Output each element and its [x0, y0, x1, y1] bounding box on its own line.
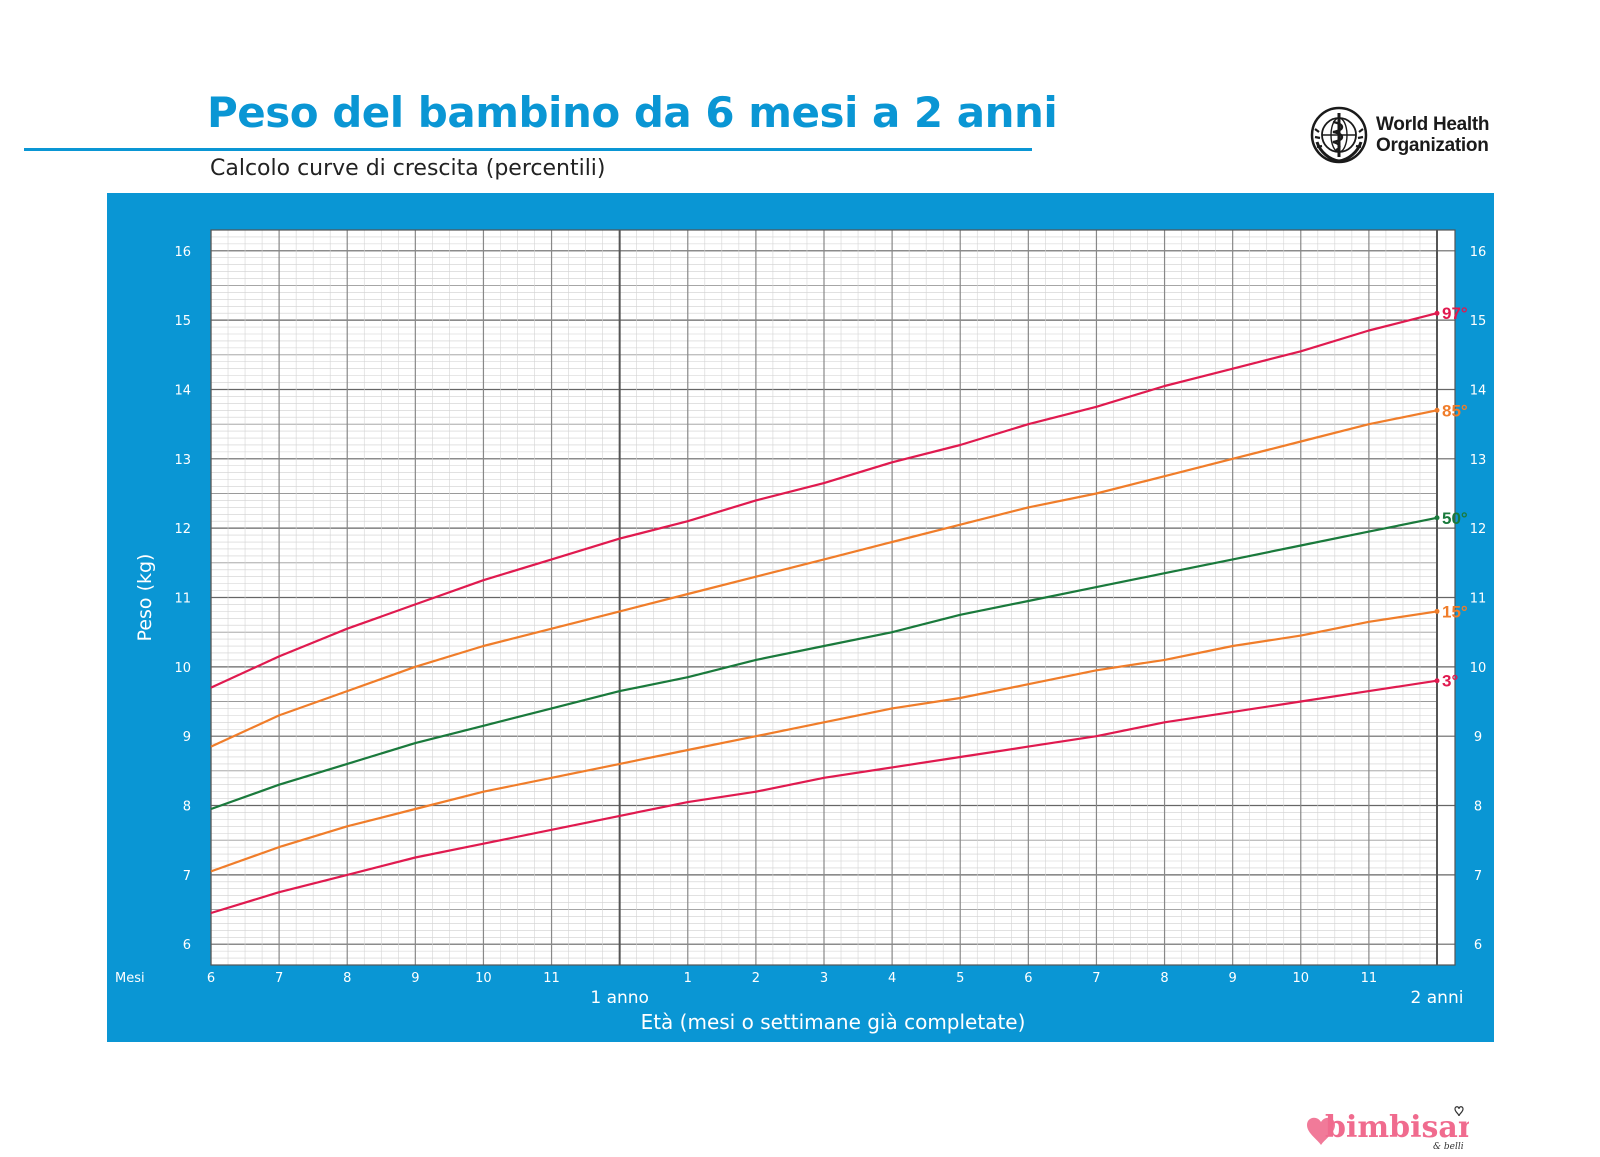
- y-tick-label-right: 12: [1470, 522, 1487, 537]
- x-tick-label: 10: [475, 971, 492, 986]
- y-tick-label-left: 6: [183, 938, 191, 953]
- y-tick-label-right: 6: [1474, 938, 1482, 953]
- y-tick-label-right: 9: [1474, 730, 1482, 745]
- y-tick-label-right: 16: [1470, 245, 1487, 260]
- y-tick-label-left: 8: [183, 800, 191, 815]
- percentile-end-point-4: [1434, 678, 1440, 684]
- y-tick-label-left: 7: [183, 869, 191, 884]
- x-tick-label: 8: [1160, 971, 1168, 986]
- y-tick-label-left: 15: [174, 314, 191, 329]
- page-title: Peso del bambino da 6 mesi a 2 anni: [207, 88, 1058, 137]
- x-unit-label: Mesi: [115, 971, 145, 986]
- x-milestone-label: 1 anno: [590, 988, 649, 1008]
- who-logo-text: World Health Organization: [1376, 114, 1490, 156]
- x-tick-label: 8: [343, 971, 351, 986]
- y-tick-label-left: 9: [183, 730, 191, 745]
- y-tick-label-right: 15: [1470, 314, 1487, 329]
- x-tick-label: 5: [956, 971, 964, 986]
- percentile-label-3: 15°: [1442, 602, 1468, 621]
- y-tick-label-right: 8: [1474, 800, 1482, 815]
- who-logo-line-1: World Health: [1376, 114, 1490, 135]
- who-logo-line-2: Organization: [1376, 135, 1489, 156]
- y-tick-label-right: 13: [1470, 453, 1487, 468]
- y-tick-label-right: 14: [1470, 383, 1487, 398]
- who-emblem-icon: [1308, 104, 1370, 170]
- bimbisani-watermark: bimbisani & belli: [1299, 1103, 1491, 1153]
- x-tick-label: 1: [684, 971, 692, 986]
- x-tick-label: 11: [1361, 971, 1378, 986]
- percentile-curves: 97° 85° 50° 15° 3°: [210, 304, 1468, 915]
- x-tick-label: 6: [1024, 971, 1032, 986]
- x-tick-label: 7: [275, 971, 283, 986]
- x-tick-label: 3: [820, 971, 828, 986]
- x-tick-label: 9: [411, 971, 419, 986]
- y-tick-label-left: 16: [174, 245, 191, 260]
- y-tick-label-right: 11: [1470, 592, 1487, 607]
- chart-panel: 97° 85° 50° 15° 3° 6 6 7 7 8 8 9 9 10 10 11 11 12 12 13 13 1…: [107, 193, 1494, 1152]
- percentile-end-point-3: [1434, 608, 1440, 614]
- watermark-subtext: & belli: [1433, 1142, 1464, 1152]
- percentile-label-2: 50°: [1442, 509, 1468, 528]
- x-tick-label: 4: [888, 971, 896, 986]
- x-tick-label: 2: [752, 971, 760, 986]
- percentile-curve-3: [210, 610, 1438, 873]
- percentile-curve-1: [210, 409, 1438, 748]
- y-tick-label-left: 14: [174, 383, 191, 398]
- y-tick-label-left: 11: [174, 592, 191, 607]
- percentile-end-point-2: [1434, 515, 1440, 521]
- percentile-curve-0: [210, 312, 1438, 689]
- x-tick-label: 7: [1092, 971, 1100, 986]
- x-axis-title: Età (mesi o settimane già completate): [641, 1010, 1026, 1034]
- watermark-text: bimbisani: [1325, 1110, 1469, 1145]
- x-tick-label: 6: [207, 971, 215, 986]
- percentile-end-point-1: [1434, 407, 1440, 413]
- x-tick-label: 11: [543, 971, 560, 986]
- y-tick-label-left: 12: [174, 522, 191, 537]
- y-tick-label-left: 10: [174, 661, 191, 676]
- x-tick-label: 10: [1293, 971, 1310, 986]
- percentile-label-1: 85°: [1442, 401, 1468, 420]
- plot-border: [210, 229, 1456, 966]
- y-axis-title: Peso (kg): [134, 554, 156, 642]
- percentile-end-point-0: [1434, 310, 1440, 316]
- grid: [210, 229, 1456, 966]
- percentile-curve-4: [210, 679, 1438, 915]
- y-tick-label-left: 13: [174, 453, 191, 468]
- small-heart-icon: [1454, 1106, 1464, 1117]
- title-divider: [24, 148, 1032, 151]
- percentile-label-4: 3°: [1442, 672, 1458, 691]
- percentile-label-0: 97°: [1442, 304, 1468, 323]
- y-tick-label-right: 10: [1470, 661, 1487, 676]
- x-tick-label: 9: [1229, 971, 1237, 986]
- percentile-curve-2: [210, 516, 1438, 811]
- y-tick-label-right: 7: [1474, 869, 1482, 884]
- x-milestone-label: 2 anni: [1411, 988, 1464, 1008]
- page-subtitle: Calcolo curve di crescita (percentili): [210, 156, 606, 181]
